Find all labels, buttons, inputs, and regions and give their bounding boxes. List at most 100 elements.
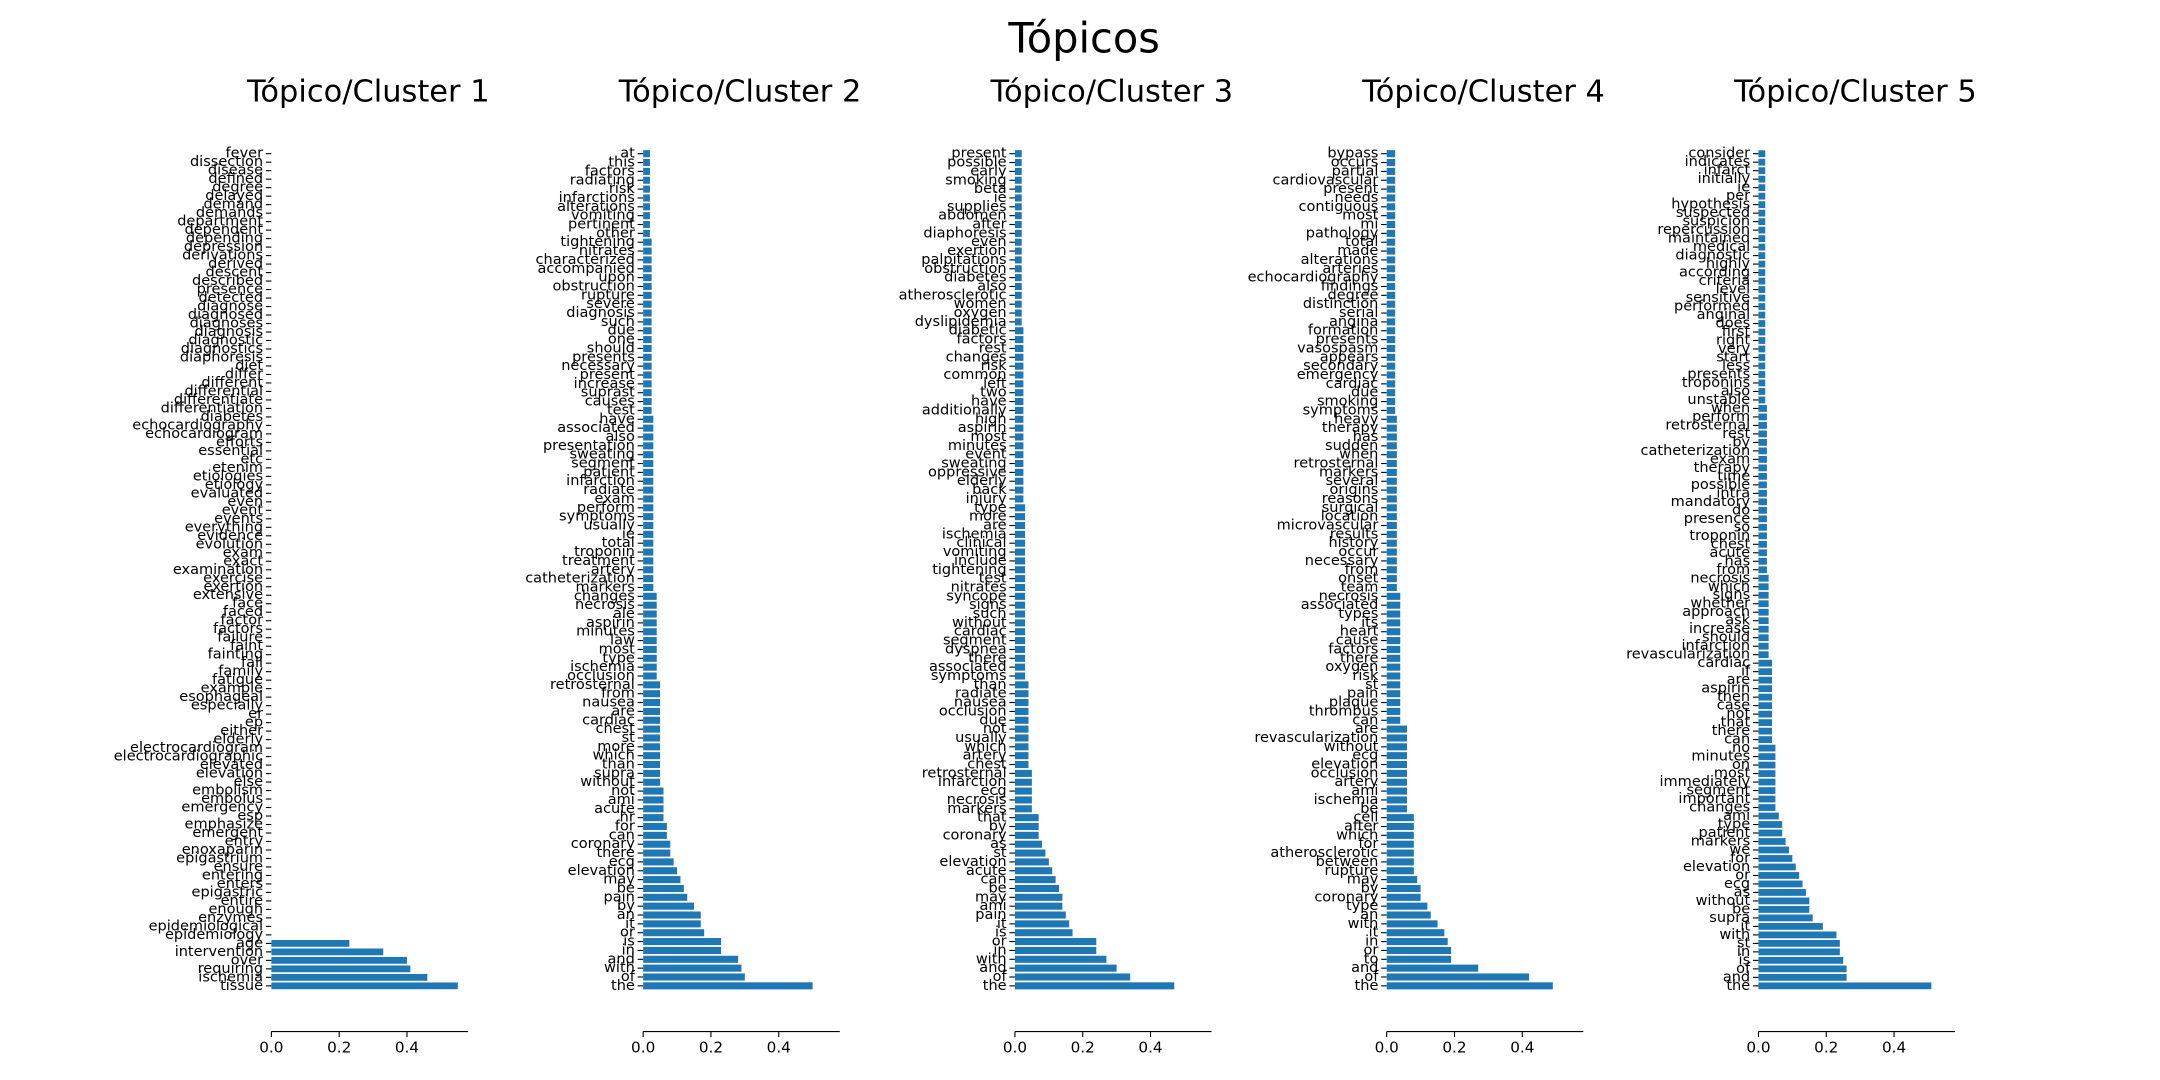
- y-tick-label: diagnostic: [188, 333, 263, 349]
- bar: [643, 778, 661, 786]
- bar: [1014, 203, 1022, 211]
- y-tick-label: esophageal: [179, 689, 263, 705]
- y-tick-label: elevation: [1311, 757, 1378, 773]
- y-tick-label: also: [1721, 383, 1750, 399]
- y-tick-label: by: [989, 818, 1007, 834]
- bar: [643, 300, 652, 308]
- y-tick-label: performed: [1674, 299, 1750, 315]
- bar: [1014, 150, 1022, 158]
- y-tick-label: not: [1726, 706, 1750, 722]
- bar: [1758, 600, 1769, 608]
- y-tick-label: retrosternal: [922, 765, 1007, 781]
- y-tick-label: treatment: [562, 553, 635, 569]
- y-tick-label: and: [979, 960, 1006, 976]
- y-tick-label: due: [979, 712, 1006, 728]
- y-tick-label: its: [1361, 615, 1378, 631]
- y-tick-label: be: [1360, 801, 1378, 817]
- bar: [1014, 796, 1032, 804]
- y-tick-label: ischemia: [942, 526, 1007, 542]
- y-tick-label: therapy: [1694, 460, 1751, 476]
- y-tick-label: which: [964, 739, 1006, 755]
- y-tick-label: hypothesis: [1671, 197, 1750, 213]
- y-tick-label: dyslipidemia: [915, 314, 1007, 330]
- y-tick-label: very: [1718, 341, 1750, 357]
- y-tick-label: exertion: [204, 579, 264, 595]
- bar: [1386, 663, 1401, 671]
- y-tick-label: partial: [1332, 163, 1379, 179]
- y-tick-label: an: [1360, 907, 1378, 923]
- y-tick-label: disease: [208, 163, 263, 179]
- y-tick-label: without: [580, 774, 635, 790]
- bar: [643, 938, 722, 946]
- y-tick-label: secondary: [1303, 358, 1379, 374]
- y-tick-label: depression: [184, 239, 263, 255]
- bar: [1014, 256, 1022, 264]
- bar: [1758, 973, 1847, 981]
- bar: [643, 212, 650, 220]
- bar: [1014, 690, 1029, 698]
- y-tick-label: suspected: [1676, 205, 1750, 221]
- bar: [1386, 176, 1396, 184]
- y-tick-label: necessary: [561, 358, 635, 374]
- y-tick-label: esp: [237, 808, 263, 824]
- y-tick-label: differentiation: [161, 400, 263, 416]
- x-tick-label: 0.4: [767, 1039, 791, 1057]
- y-tick-label: pathology: [1306, 225, 1379, 241]
- bar: [1758, 447, 1767, 455]
- y-tick-label: total: [1345, 234, 1378, 250]
- bar: [1386, 583, 1397, 592]
- y-tick-label: necrosis: [947, 792, 1007, 808]
- y-tick-label: oppressive: [928, 464, 1007, 480]
- bar: [643, 442, 654, 450]
- y-tick-label: increase: [574, 376, 635, 392]
- bar: [1758, 744, 1776, 752]
- y-tick-label: total: [602, 535, 635, 551]
- y-tick-label: of: [1364, 969, 1379, 985]
- y-tick-label: reasons: [1322, 491, 1379, 507]
- y-tick-label: elevation: [196, 766, 263, 782]
- y-tick-label: diabetes: [201, 409, 263, 425]
- bar: [1014, 601, 1026, 609]
- y-tick-label: revascularization: [1254, 730, 1378, 746]
- bar: [1014, 557, 1026, 565]
- y-tick-label: most: [599, 641, 636, 657]
- y-tick-label: etiologies: [193, 468, 263, 484]
- bar: [1386, 256, 1396, 264]
- y-tick-label: by: [617, 898, 635, 914]
- bar: [1386, 637, 1401, 645]
- bar: [1386, 884, 1421, 893]
- y-tick-label: epidemiology: [165, 927, 264, 943]
- y-tick-label: necrosis: [575, 597, 635, 613]
- y-tick-label: there: [968, 650, 1006, 666]
- y-tick-label: several: [1325, 473, 1378, 489]
- y-tick-label: ecg: [980, 783, 1006, 799]
- y-tick-label: different: [201, 375, 263, 391]
- y-tick-label: is: [623, 934, 635, 950]
- y-tick-label: it: [1740, 918, 1750, 934]
- bar: [1386, 548, 1397, 556]
- bar: [1014, 194, 1022, 202]
- x-tick-label: 0.4: [1882, 1039, 1906, 1057]
- y-tick-label: in: [1737, 944, 1750, 960]
- bar: [643, 831, 667, 839]
- bar: [1014, 468, 1024, 476]
- y-tick-label: infarction: [566, 473, 635, 489]
- bar: [1758, 413, 1767, 421]
- subplot-title: Tópico/Cluster 2: [618, 74, 862, 109]
- y-tick-label: alterations: [1301, 252, 1379, 268]
- y-tick-label: coronary: [943, 827, 1007, 843]
- y-tick-label: suprast: [581, 385, 635, 401]
- y-tick-label: ie: [622, 526, 635, 542]
- y-tick-label: the: [983, 978, 1007, 994]
- y-tick-label: than: [974, 677, 1007, 693]
- y-tick-label: onset: [1338, 571, 1379, 587]
- bar: [1386, 831, 1414, 839]
- bar: [1014, 459, 1024, 468]
- bar: [643, 265, 652, 273]
- bar: [1758, 523, 1767, 531]
- y-tick-label: indicates: [1685, 154, 1751, 170]
- bar: [1014, 805, 1032, 813]
- y-tick-label: chest: [1711, 536, 1751, 552]
- y-tick-label: derived: [208, 256, 263, 272]
- bar: [643, 247, 652, 255]
